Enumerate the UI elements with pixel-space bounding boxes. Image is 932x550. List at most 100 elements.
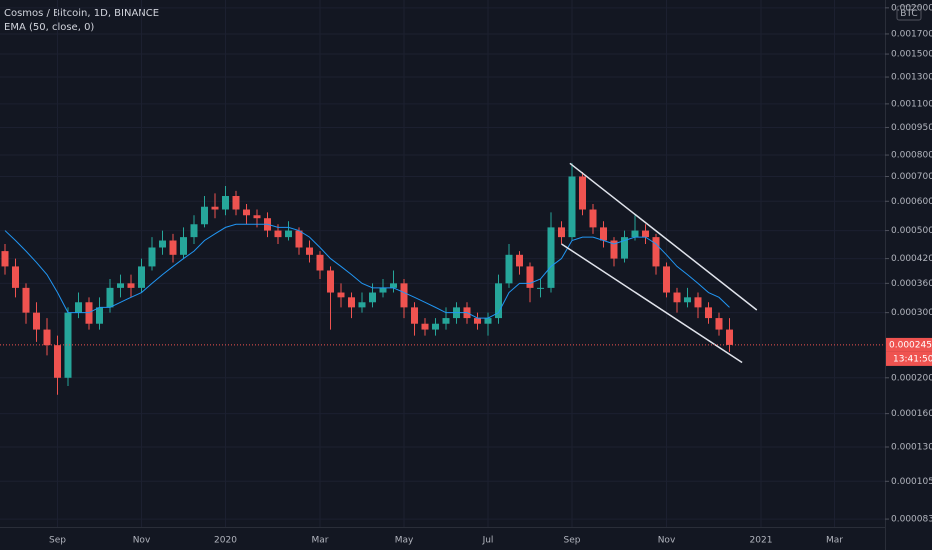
chart-title: Cosmos / Bitcoin, 1D, BINANCE <box>4 8 159 19</box>
candle-body <box>232 196 240 210</box>
candle-body <box>558 227 565 238</box>
candle-body <box>547 227 555 288</box>
candle-body <box>96 307 103 324</box>
candle-body <box>568 176 576 238</box>
candle-body <box>432 323 439 330</box>
candle-body <box>715 318 723 330</box>
x-tick-label: May <box>395 536 414 546</box>
x-tick-label: Sep <box>564 536 581 546</box>
indicator-legend[interactable]: EMA (50, close, 0) <box>4 22 94 33</box>
candle-body <box>369 292 376 303</box>
candle-body <box>253 215 261 219</box>
candle-body <box>159 240 166 248</box>
candle-body <box>610 240 618 259</box>
candle-body <box>190 224 198 238</box>
candle-body <box>442 318 450 324</box>
candle-body <box>64 312 72 378</box>
candle-body <box>180 237 187 255</box>
candle-body <box>285 230 292 238</box>
candle-body <box>495 283 502 319</box>
last-price-box <box>886 337 932 352</box>
candle-body <box>1 251 9 267</box>
candle-body <box>337 292 345 298</box>
candle-body <box>106 287 114 308</box>
countdown-label: 13:41:50 <box>893 354 932 364</box>
candle-body <box>127 283 135 288</box>
candle-body <box>411 307 418 324</box>
candle-body <box>621 237 628 259</box>
candle-body <box>673 292 681 303</box>
candle-body <box>148 247 156 267</box>
candle-body <box>705 307 712 319</box>
trendline <box>569 162 758 311</box>
candle-body <box>684 297 691 303</box>
candle-body <box>75 302 82 313</box>
candle-body <box>589 209 597 228</box>
candle-body <box>600 227 607 241</box>
candle-body <box>642 230 649 238</box>
candle-body <box>421 323 429 330</box>
candle-body <box>652 237 660 267</box>
candle-body <box>631 230 639 238</box>
candle-body <box>169 240 177 255</box>
candle-body <box>138 266 145 288</box>
candle-body <box>201 206 208 225</box>
candle-body <box>33 312 40 330</box>
candle-body <box>379 287 387 293</box>
candle-body <box>222 196 229 210</box>
candle-body <box>726 329 733 345</box>
ema-line <box>4 223 730 319</box>
candle-body <box>516 254 523 267</box>
candle-body <box>537 287 544 289</box>
trendline <box>561 243 743 364</box>
x-tick-label: 2020 <box>214 536 237 546</box>
candle-body <box>505 254 513 284</box>
candle-body <box>316 254 324 271</box>
x-tick-label: Nov <box>133 536 151 546</box>
candle-body <box>117 283 124 288</box>
candle-body <box>327 270 334 293</box>
x-tick-label: Jul <box>482 536 494 546</box>
x-tick-label: Nov <box>658 536 676 546</box>
candle-body <box>22 287 30 313</box>
candle-body <box>474 318 481 324</box>
candle-body <box>12 266 19 288</box>
candle-body <box>358 302 366 308</box>
y-tick-label: 0.0000830 <box>891 515 932 525</box>
candle-body <box>348 297 355 308</box>
x-tick-label: 2021 <box>750 536 773 546</box>
candle-body <box>43 329 51 346</box>
candle-body <box>306 247 313 255</box>
last-price-label: 0.0002454 <box>889 340 932 350</box>
candle-body <box>390 283 397 288</box>
candle-body <box>295 230 303 248</box>
countdown-box <box>886 351 932 366</box>
candle-body <box>243 209 250 216</box>
x-tick-label: Mar <box>826 536 843 546</box>
candle-body <box>274 230 282 238</box>
currency-tag[interactable] <box>896 5 922 21</box>
candle-body <box>579 176 586 210</box>
candle-body <box>694 297 702 308</box>
candle-body <box>484 318 492 324</box>
